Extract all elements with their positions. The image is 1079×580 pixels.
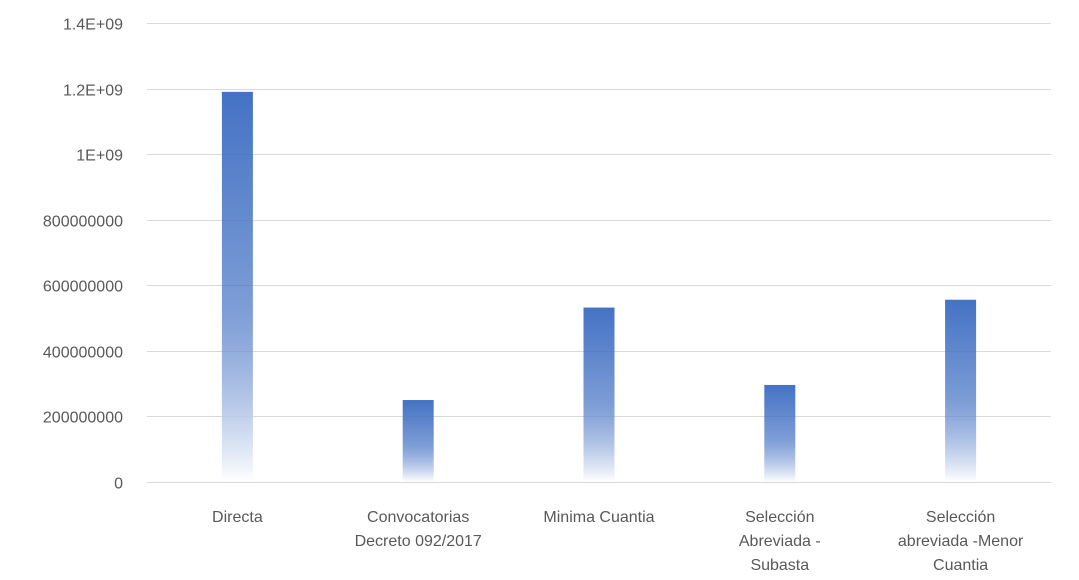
bar: [402, 400, 434, 482]
y-tick-label: 1.2E+09: [63, 83, 123, 100]
bar: [221, 91, 253, 482]
bar: [583, 307, 615, 482]
x-category-label: Convocatorias Decreto 092/2017: [355, 509, 482, 550]
y-tick-label: 400000000: [43, 345, 123, 362]
x-category-label: Selección abreviada -Menor Cuantia: [898, 509, 1024, 574]
bars: [221, 91, 977, 482]
y-tick-label: 1E+09: [76, 148, 123, 165]
y-axis-tick-labels: 0 200000000 400000000 600000000 800000000 1E+…: [43, 17, 123, 493]
y-tick-label: 600000000: [43, 279, 123, 296]
y-tick-label: 200000000: [43, 410, 123, 427]
bar: [764, 384, 796, 482]
x-axis-category-labels: Directa Convocatorias Decreto 092/2017 Mini…: [212, 509, 1024, 574]
x-category-label: Minima Cuantia: [543, 509, 654, 526]
y-tick-label: 1.4E+09: [63, 17, 123, 34]
x-category-label: Selección Abreviada -Subasta: [739, 509, 821, 574]
bar: [945, 299, 977, 482]
y-tick-label: 800000000: [43, 214, 123, 231]
x-category-label: Directa: [212, 509, 263, 526]
y-tick-label: 0: [114, 476, 123, 493]
